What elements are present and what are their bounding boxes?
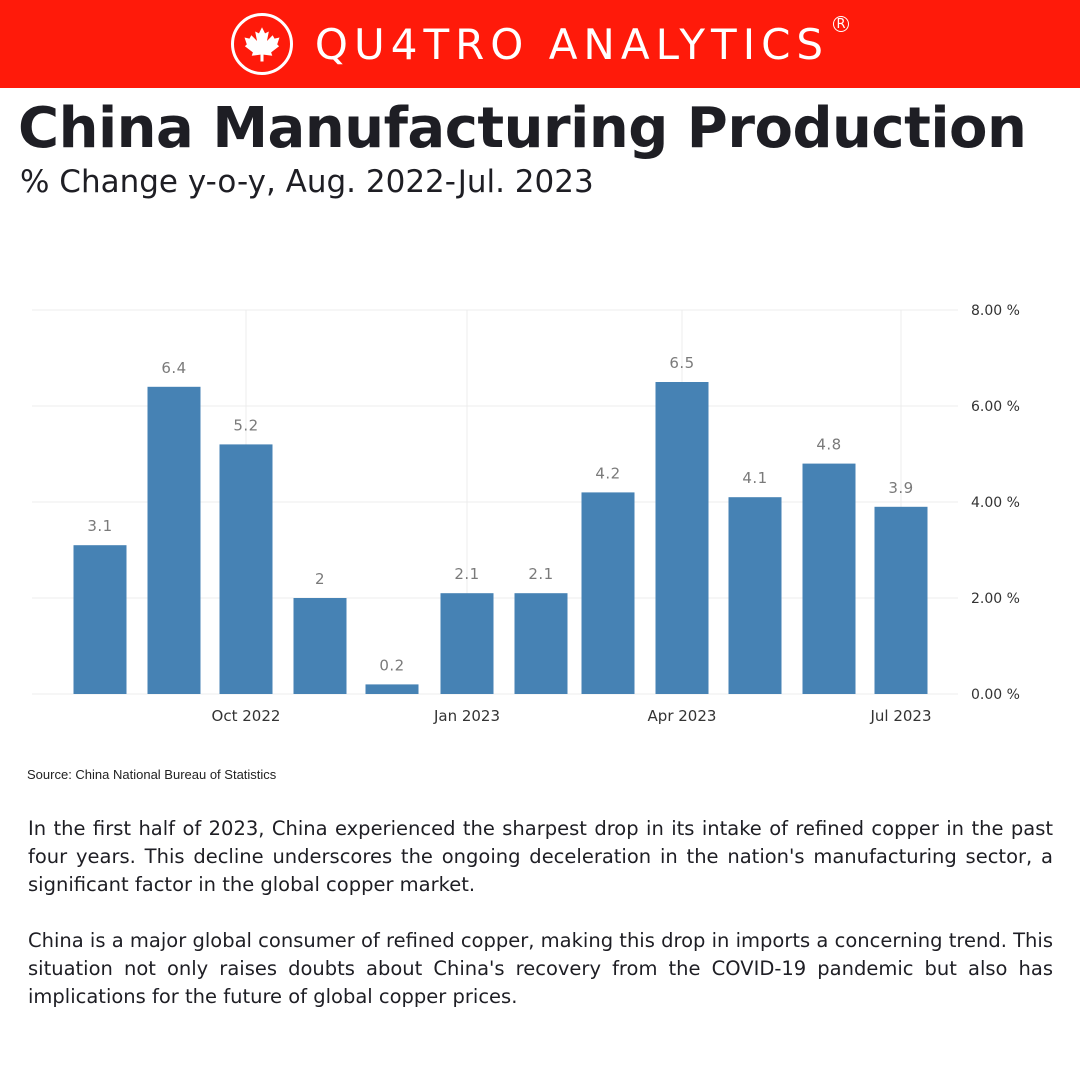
data-label: 2.1	[528, 565, 553, 583]
bar	[147, 386, 201, 694]
maple-leaf-icon	[230, 13, 293, 75]
data-label: 4.2	[595, 464, 620, 482]
page-title: China Manufacturing Production	[18, 96, 1027, 161]
bar	[440, 593, 494, 694]
x-tick-label: Apr 2023	[648, 707, 717, 725]
bar	[514, 593, 568, 694]
data-label: 0.2	[379, 656, 404, 674]
data-label: 3.1	[87, 517, 112, 535]
data-label: 6.4	[161, 359, 186, 377]
registered-mark: R	[833, 16, 850, 32]
data-label: 6.5	[669, 354, 694, 372]
data-label: 2.1	[454, 565, 479, 583]
brand-name: QU4TRO ANALYTICS	[314, 19, 830, 69]
bar	[655, 382, 709, 694]
bar	[874, 506, 928, 694]
y-tick-label: 6.00 %	[971, 399, 1020, 415]
x-tick-label: Oct 2022	[212, 707, 281, 725]
brand-logo: QU4TRO ANALYTICS R	[230, 13, 850, 75]
bar	[365, 684, 419, 694]
x-tick-label: Jul 2023	[869, 707, 931, 725]
y-tick-label: 4.00 %	[971, 495, 1020, 511]
bar	[73, 545, 127, 694]
page-subtitle: % Change y-o-y, Aug. 2022-Jul. 2023	[20, 164, 594, 200]
bar	[219, 444, 273, 694]
bar	[728, 497, 782, 694]
body-paragraph-1: In the first half of 2023, China experie…	[28, 817, 1053, 896]
x-tick-label: Jan 2023	[433, 707, 500, 725]
data-label: 5.2	[233, 416, 258, 434]
brand-banner: QU4TRO ANALYTICS R	[0, 0, 1080, 88]
data-label: 4.8	[816, 436, 841, 454]
source-note: Source: China National Bureau of Statist…	[27, 767, 277, 782]
body-paragraph-2: China is a major global consumer of refi…	[28, 929, 1053, 1008]
y-tick-label: 0.00 %	[971, 687, 1020, 703]
bar-chart: 3.1 6.4 5.2 2 0.2 2.1 2.1 4.2 6.5 4.1 4.8 3.9 0.00 %…	[32, 303, 1020, 725]
data-label: 4.1	[742, 469, 767, 487]
data-label: 2	[315, 570, 325, 588]
bar	[581, 492, 635, 694]
y-tick-label: 8.00 %	[971, 303, 1020, 319]
bar	[293, 598, 347, 694]
data-label: 3.9	[888, 479, 913, 497]
bar	[802, 463, 856, 694]
y-tick-label: 2.00 %	[971, 591, 1020, 607]
